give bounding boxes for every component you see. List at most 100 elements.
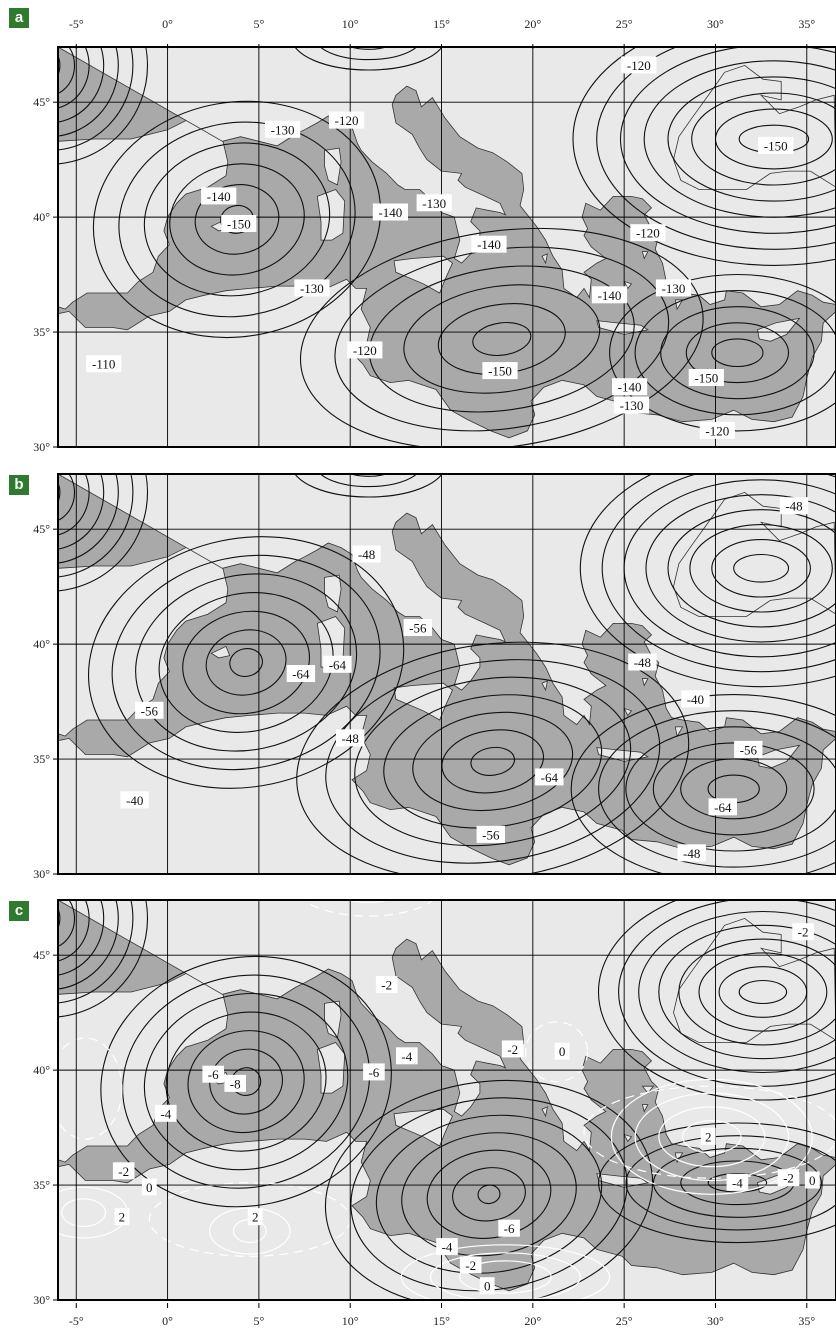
contour-line (652, 742, 815, 836)
contour-line (296, 641, 690, 874)
svg-text:-2: -2 (507, 1042, 518, 1057)
contour-line (678, 938, 836, 1046)
contour-value-label: -64 (286, 665, 316, 682)
svg-text:-120: -120 (705, 423, 729, 438)
contour-value-label: -140 (201, 187, 237, 205)
contour-line (349, 474, 388, 477)
lon-tick-label: 30° (707, 17, 724, 31)
contour-line (92, 100, 382, 339)
svg-text:-150: -150 (488, 364, 512, 379)
svg-text:-6: -6 (208, 1067, 219, 1082)
contour-value-label: -4 (726, 1173, 749, 1191)
lon-tick-label: 0° (162, 1314, 173, 1328)
contour-line (625, 726, 836, 852)
svg-text:-8: -8 (230, 1076, 241, 1091)
contour-value-label: -130 (294, 279, 330, 297)
contour-line (325, 659, 661, 864)
contour-value-label: -130 (265, 120, 301, 138)
contour-value-label: -64 (708, 798, 737, 816)
contour-value-label: -140 (591, 286, 628, 304)
contour-line (733, 553, 790, 583)
lat-tick-label: 40° (33, 210, 50, 224)
svg-text:-150: -150 (227, 217, 251, 232)
contour-line (691, 92, 836, 186)
panel-label-a: a (9, 8, 29, 28)
svg-text:-2: -2 (798, 925, 809, 940)
landmass-africa (58, 278, 836, 447)
contour-line (667, 76, 836, 202)
contour-value-label: 0 (141, 1178, 157, 1196)
contour-line (87, 536, 405, 789)
zero-contour-line (583, 1085, 836, 1179)
panel-frame (57, 899, 836, 1301)
lon-tick-label: 5° (253, 1314, 264, 1328)
contour-value-label: -4 (155, 1104, 177, 1122)
contour-value-label: -48 (352, 545, 381, 563)
bottom-lon-axis: -5° 0° 5° 10° 15° 20° 25° 30° 35° (69, 1303, 815, 1328)
contour-value-label: -56 (734, 740, 763, 758)
lon-tick-label: 10° (342, 17, 359, 31)
svg-text:-150: -150 (694, 371, 718, 386)
contour-line (143, 992, 349, 1171)
lat-tick-label: 30° (33, 1293, 50, 1307)
landmass-aegeanIsl1 (623, 1133, 633, 1143)
svg-text:-56: -56 (141, 703, 159, 718)
svg-text:0: 0 (484, 1279, 491, 1294)
contour-line (596, 47, 836, 250)
contour-line (209, 1048, 283, 1115)
contour-value-label: -140 (372, 203, 408, 221)
lat-tick-label: 35° (33, 1178, 50, 1192)
contour-line (58, 47, 76, 94)
contour-value-label: -48 (336, 729, 365, 747)
svg-text:-130: -130 (662, 281, 686, 296)
svg-text:-40: -40 (126, 793, 143, 808)
svg-text:-130: -130 (271, 122, 295, 137)
contour-line (58, 900, 134, 1004)
lon-tick-label: -5° (69, 17, 84, 31)
landmass-ionianBalkanIsl (541, 253, 548, 265)
contour-line (58, 47, 134, 151)
svg-text:-48: -48 (785, 499, 802, 514)
contour-line (319, 47, 418, 61)
contour-line (470, 746, 516, 776)
contour-line (667, 509, 836, 628)
contour-value-label: -2 (792, 923, 814, 941)
svg-text:-140: -140 (477, 237, 501, 252)
svg-text:0: 0 (559, 1044, 566, 1059)
landmass-aegeanIsl2 (641, 678, 649, 687)
svg-text:-2: -2 (783, 1171, 794, 1186)
contour-value-label: -56 (135, 701, 164, 719)
landmass-sardinia (316, 1042, 346, 1094)
contour-line (299, 227, 704, 447)
contour-line (58, 474, 119, 564)
contour-line (58, 900, 149, 1018)
positive-contour-line (610, 1078, 813, 1195)
contour-value-label: -56 (476, 825, 505, 843)
contour-value-label: -120 (630, 224, 666, 242)
svg-text:-56: -56 (740, 742, 758, 757)
contour-line (403, 284, 601, 394)
lon-tick-label: 20° (524, 17, 541, 31)
contour-line (401, 1132, 577, 1257)
contour-value-label: -120 (699, 421, 735, 439)
svg-text:2: 2 (119, 1210, 126, 1225)
panel-label-b: b (9, 475, 29, 495)
map-panel-c: 45° 40° 35° 30° -2 -2 -2 0 -4 -6 -8 -6 -4 2 -2 0 -4 -2 0 2 2… (33, 899, 836, 1307)
contour-value-label: -40 (681, 690, 710, 708)
contour-value-label: -2 (501, 1040, 524, 1058)
lon-tick-label: 10° (342, 1314, 359, 1328)
contour-line (689, 524, 833, 613)
contour-value-label: -2 (375, 976, 398, 994)
svg-text:-40: -40 (687, 692, 704, 707)
lat-tick-label: 30° (33, 867, 50, 881)
zero-contour-line (524, 1021, 589, 1083)
svg-text:-140: -140 (618, 380, 642, 395)
contour-line (572, 47, 836, 266)
contour-line (324, 1079, 654, 1300)
contour-value-label: -120 (621, 56, 657, 74)
contour-line (182, 610, 311, 715)
landmass-aegeanIsl1 (623, 707, 633, 717)
contour-value-label: 2 (247, 1208, 263, 1226)
